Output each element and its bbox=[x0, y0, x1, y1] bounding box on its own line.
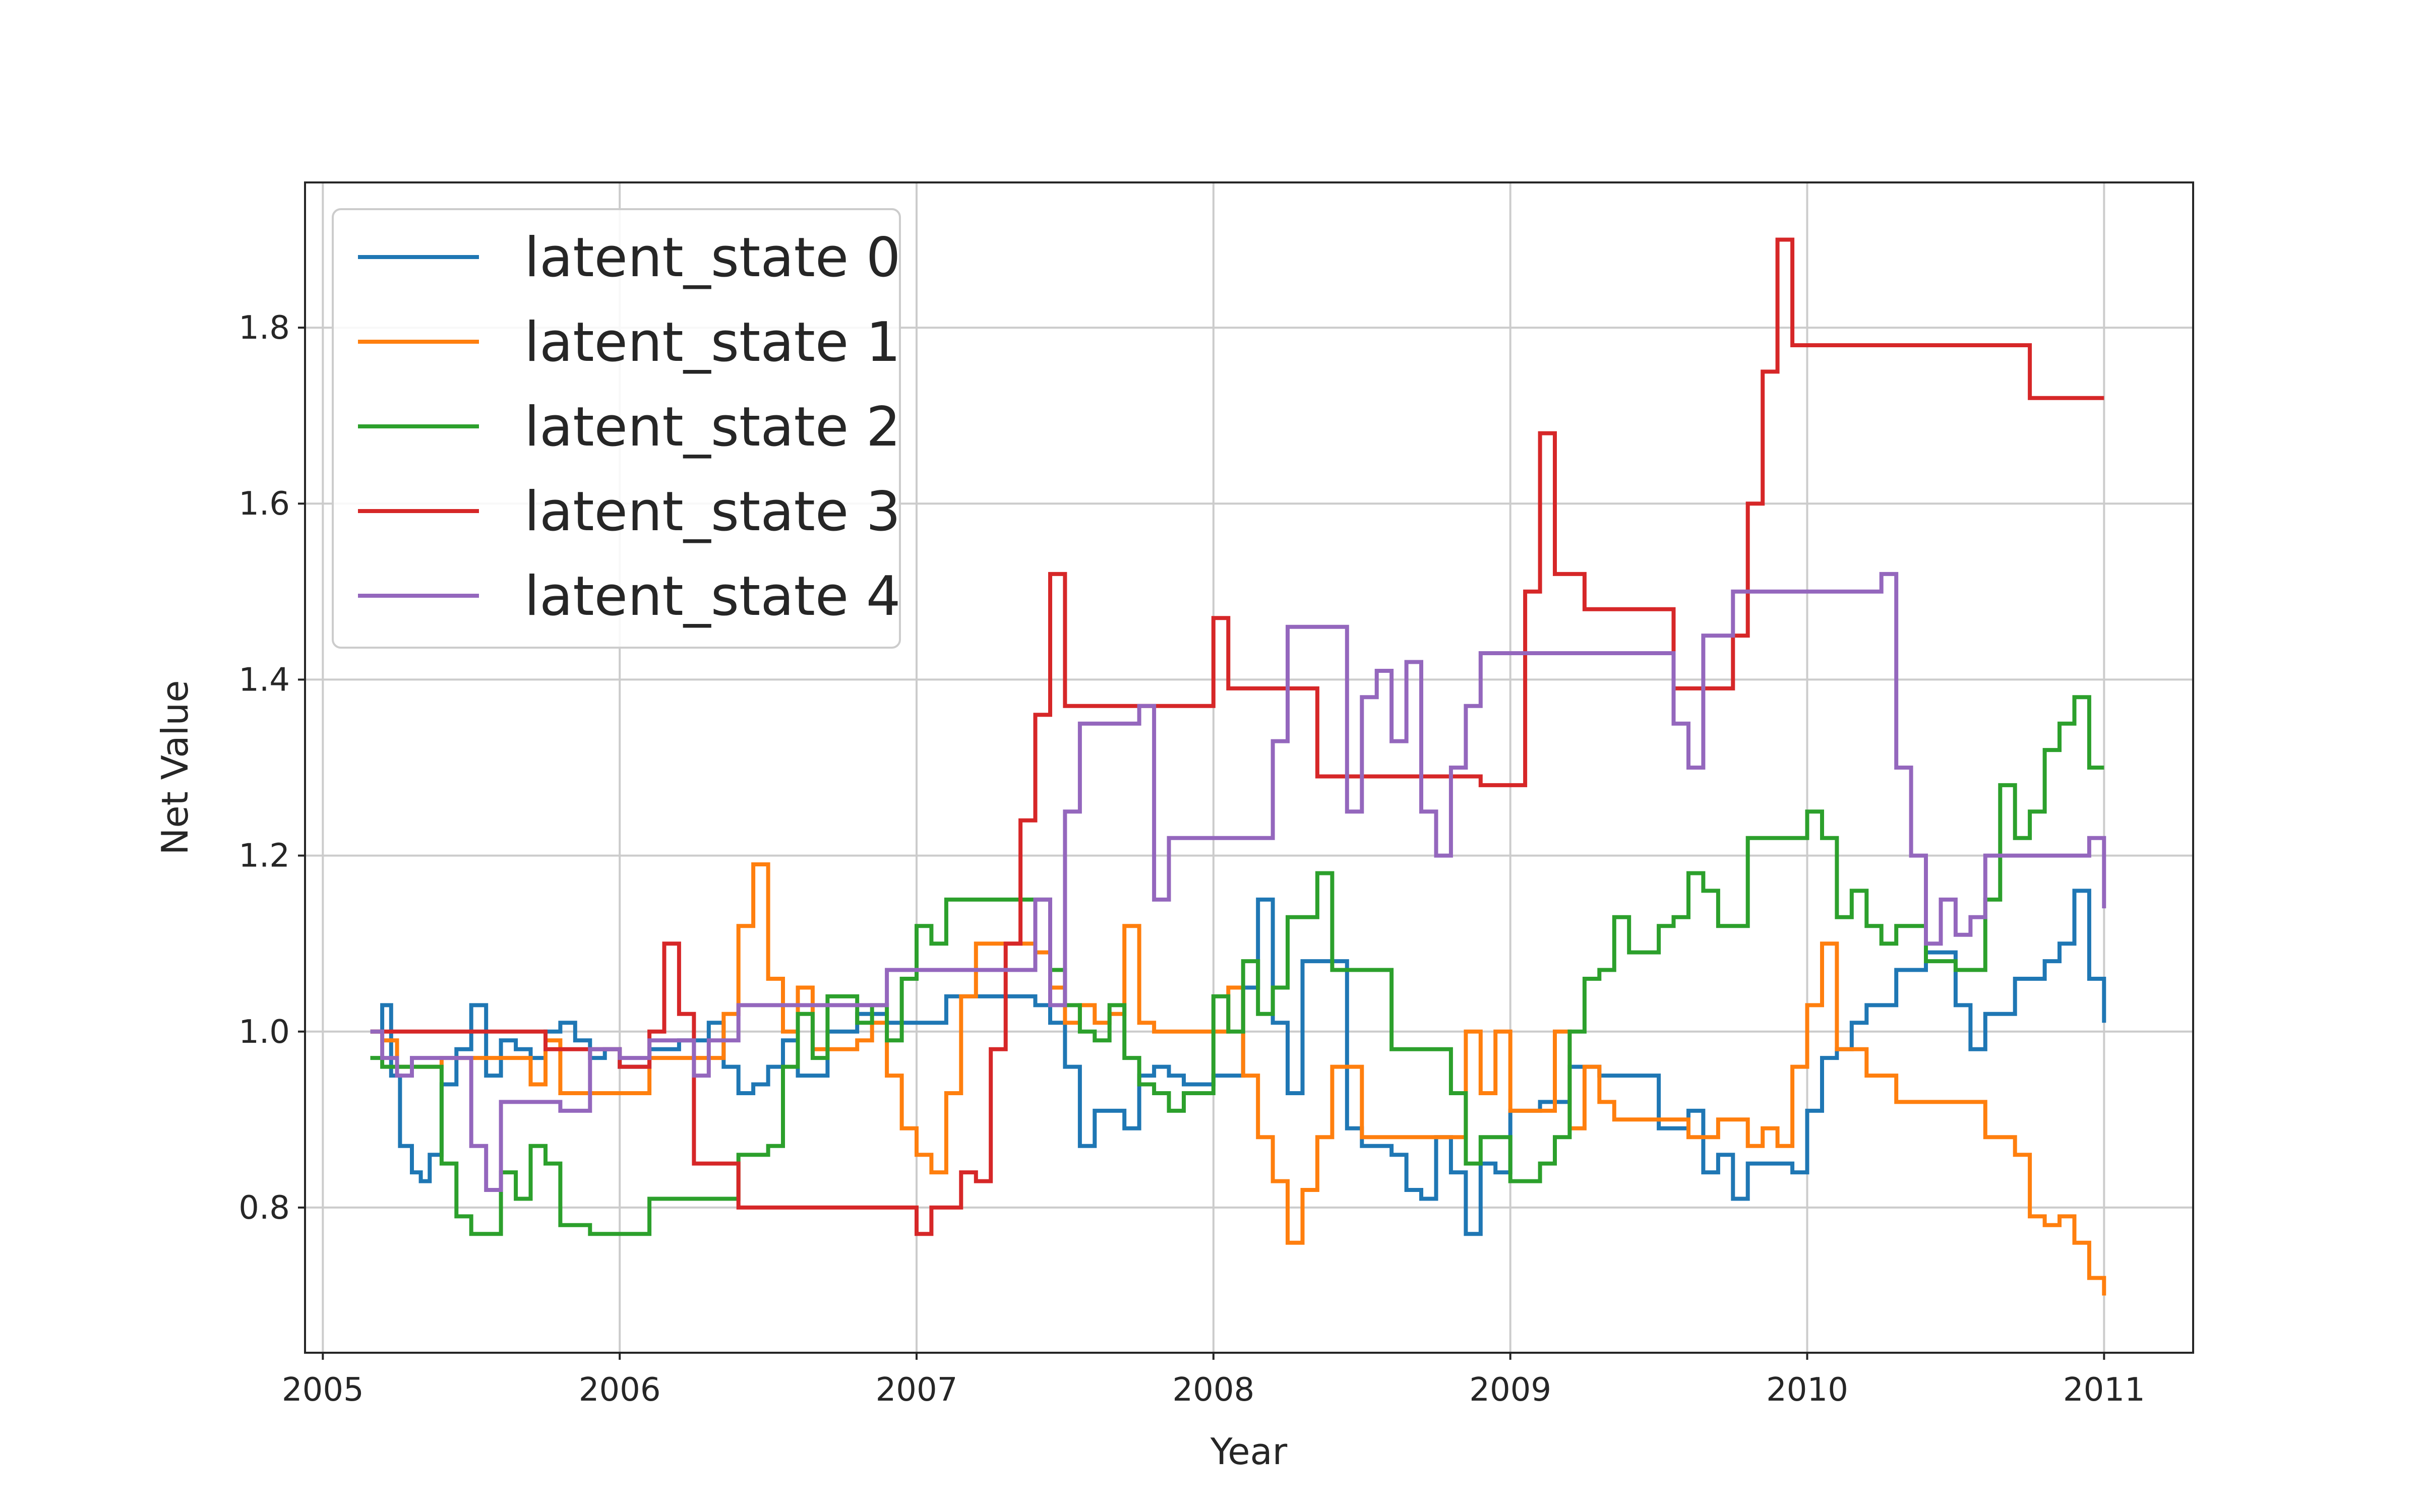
y-tick-label-1.2: 1.2 bbox=[238, 838, 290, 875]
y-tick-label-1.6: 1.6 bbox=[238, 485, 290, 523]
x-tick-label-2005: 2005 bbox=[282, 1371, 364, 1409]
legend: latent_state 0 latent_state 1 latent_state… bbox=[332, 208, 901, 649]
x-tick-label-2007: 2007 bbox=[876, 1371, 958, 1409]
series-layer bbox=[370, 237, 2106, 1296]
legend-label-2: latent_state 2 bbox=[524, 396, 900, 459]
y-tick-label-1.0: 1.0 bbox=[238, 1014, 290, 1051]
series-line-2 bbox=[370, 695, 2104, 1236]
y-tick-label-1.8: 1.8 bbox=[238, 309, 290, 347]
x-axis-label: Year bbox=[1210, 1430, 1288, 1473]
series-line-3 bbox=[370, 237, 2104, 1236]
legend-label-0: latent_state 0 bbox=[524, 226, 900, 289]
legend-label-3: latent_state 3 bbox=[524, 480, 900, 543]
x-tick-label-2006: 2006 bbox=[579, 1371, 661, 1409]
x-tick-label-2008: 2008 bbox=[1172, 1371, 1254, 1409]
series-line-4 bbox=[370, 572, 2106, 1192]
plot-frame bbox=[304, 181, 2194, 1354]
x-axis-ticks: 2005 2006 2007 2008 2009 2010 2011 bbox=[282, 1353, 2145, 1409]
y-tick-label-1.4: 1.4 bbox=[238, 661, 290, 699]
legend-frame bbox=[332, 208, 901, 649]
x-tick-label-2009: 2009 bbox=[1469, 1371, 1551, 1409]
x-tick-label-2010: 2010 bbox=[1766, 1371, 1848, 1409]
x-tick-label-2011: 2011 bbox=[2063, 1371, 2145, 1409]
y-tick-label-0.8: 0.8 bbox=[238, 1189, 290, 1227]
legend-label-1: latent_state 1 bbox=[524, 311, 900, 374]
y-axis-ticks: 0.8 1.0 1.2 1.4 1.6 1.8 bbox=[238, 309, 305, 1227]
grid-lines bbox=[305, 182, 2193, 1353]
series-line-0 bbox=[370, 889, 2106, 1236]
legend-label-4: latent_state 4 bbox=[524, 565, 900, 628]
y-axis-label: Net Value bbox=[154, 680, 196, 855]
